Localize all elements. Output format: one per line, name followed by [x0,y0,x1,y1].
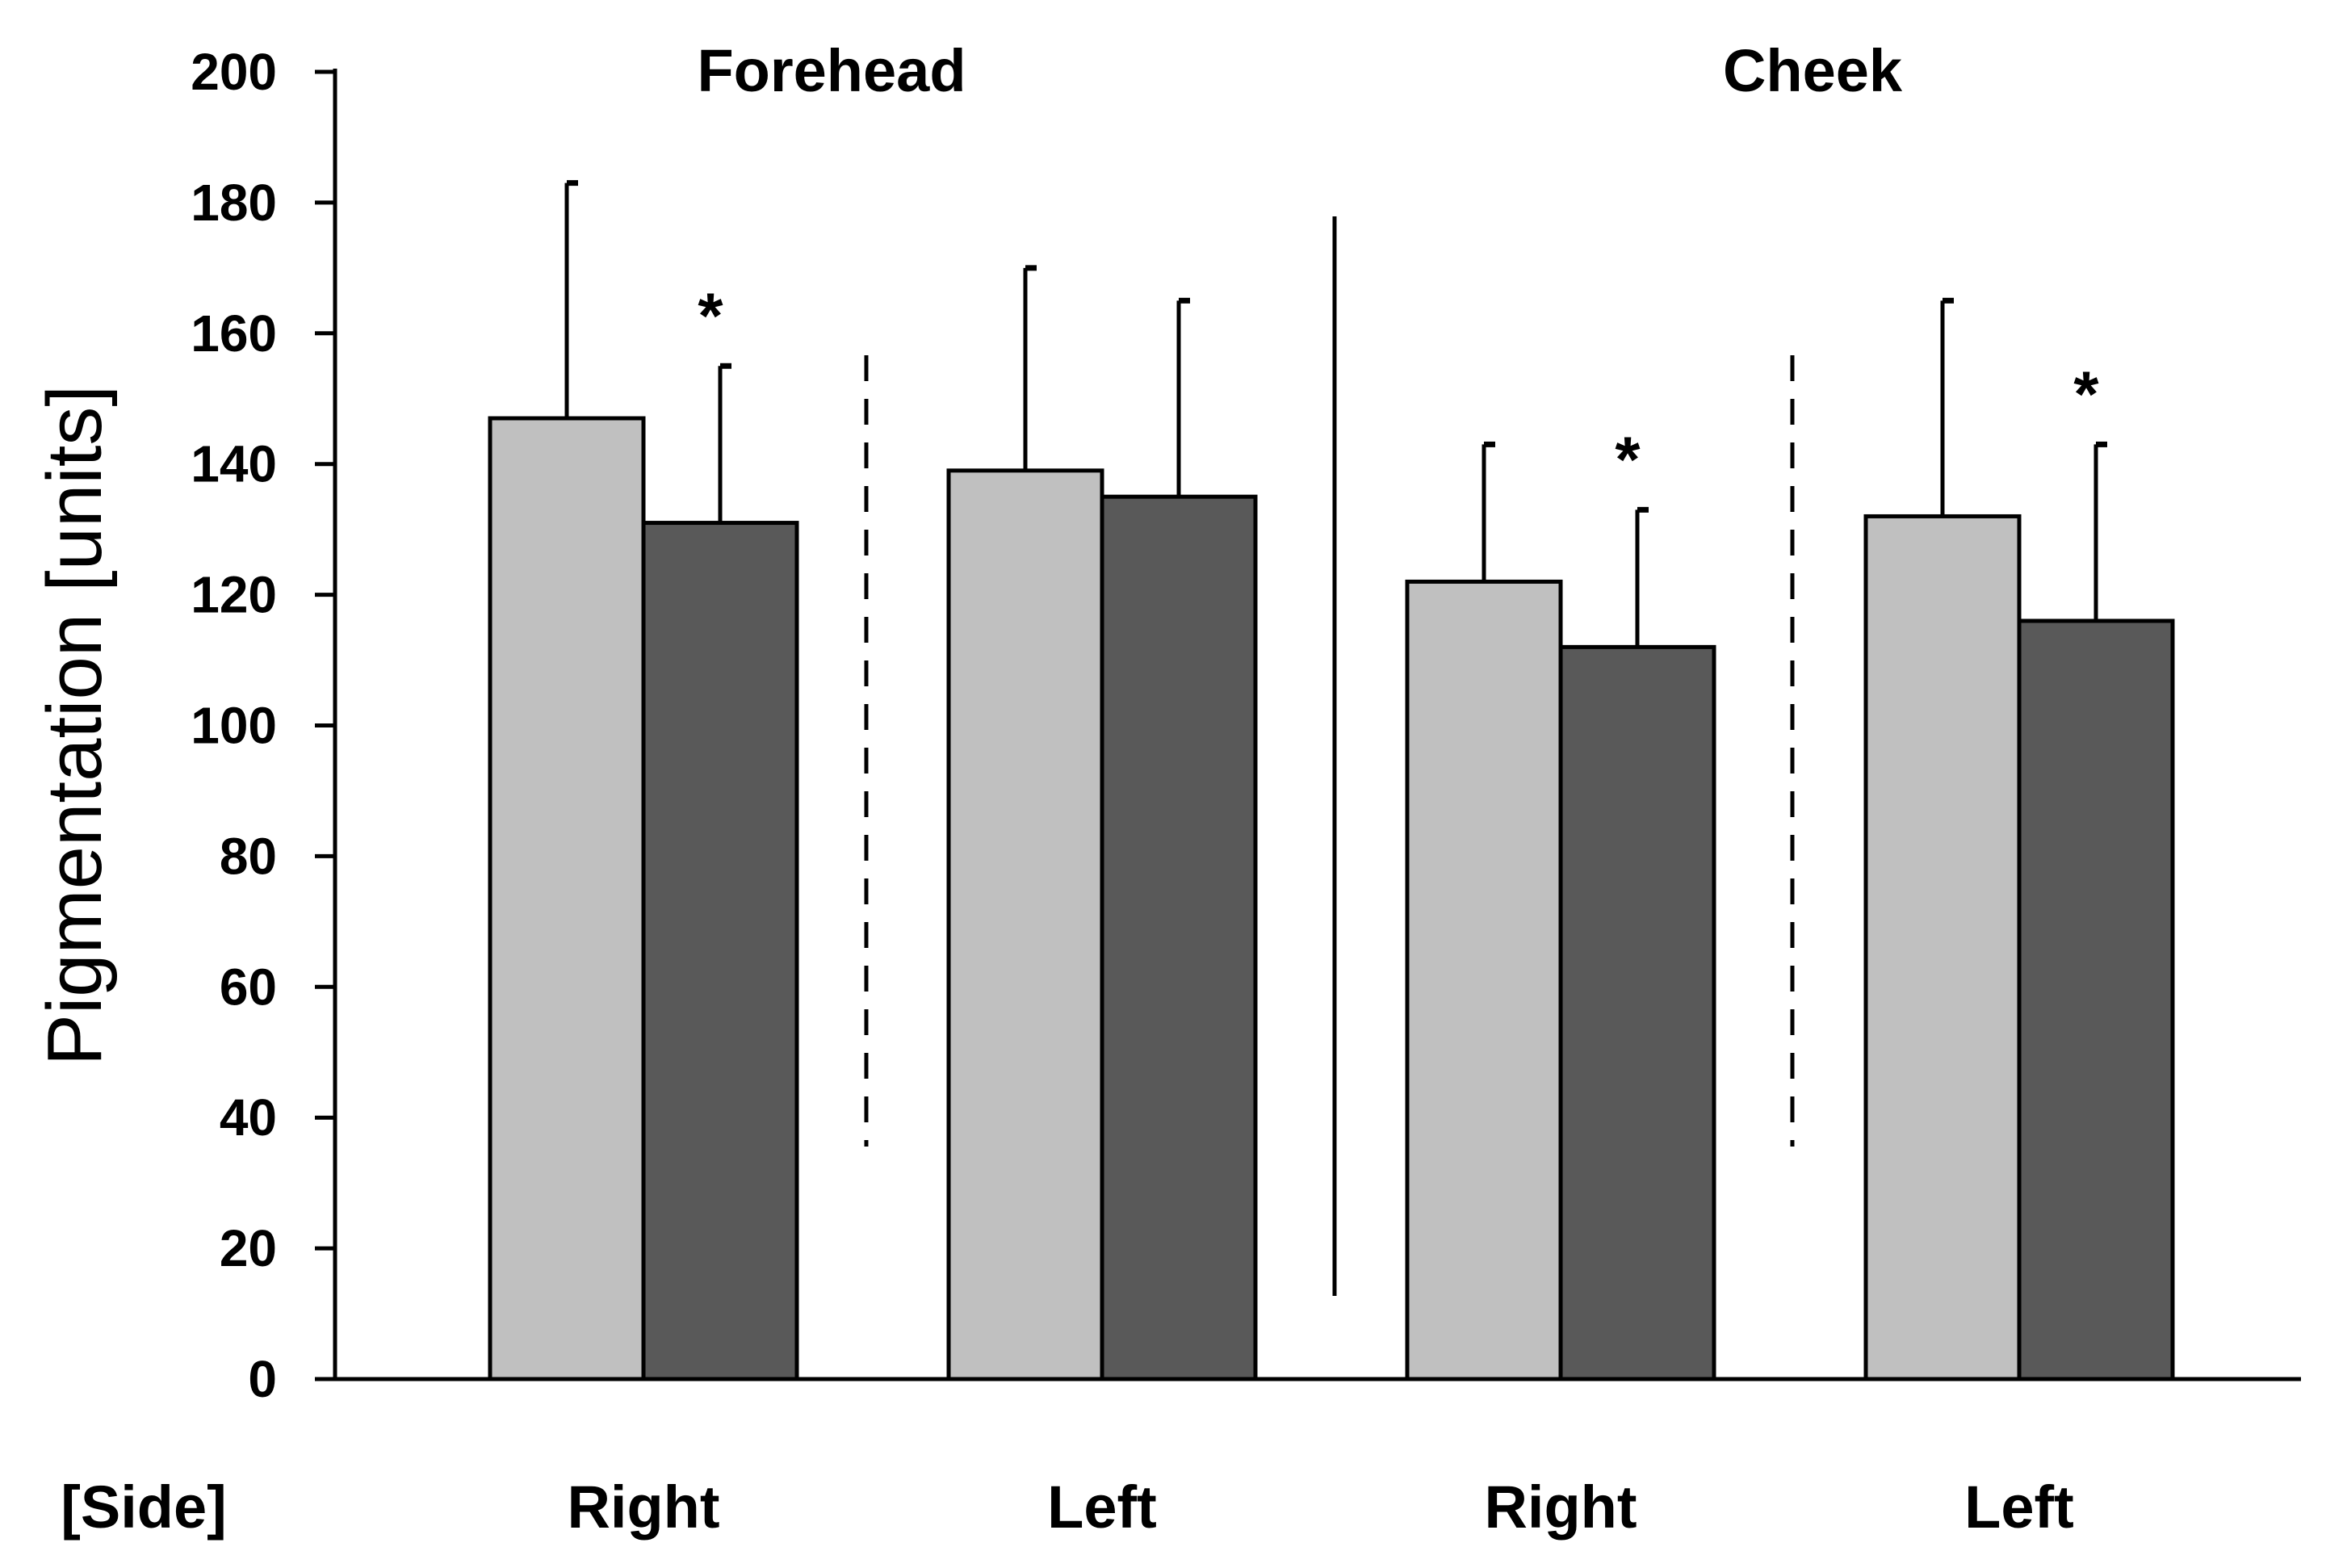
significance-star-2: * [1615,423,1641,495]
y-tick-label-200: 200 [191,43,277,101]
y-tick-label-80: 80 [220,827,277,885]
y-tick-label-180: 180 [191,174,277,232]
bar-series-1-1 [488,416,646,1381]
bar-series-2-2 [1100,494,1258,1381]
x-category-label-4: Left [1964,1474,2074,1541]
bar-series-1-4 [1863,514,2022,1381]
y-tick-label-40: 40 [220,1088,277,1147]
bar-series-2-4 [2017,618,2175,1381]
x-axis-prefix-label: [Side] [61,1474,227,1541]
x-category-label-2: Left [1047,1474,1157,1541]
y-tick-label-0: 0 [248,1350,277,1408]
x-category-label-1: Right [567,1474,719,1541]
significance-star-3: * [2073,358,2099,430]
bar-series-2-1 [641,521,799,1381]
y-tick-label-140: 140 [191,435,277,493]
group-title-2: Cheek [1723,37,1903,104]
y-axis-title: Pigmentation [units] [31,385,118,1066]
significance-star-1: * [698,279,723,351]
group-title-1: Forehead [697,37,966,104]
chart-error-bars [564,180,2107,648]
x-category-label-3: Right [1484,1474,1637,1541]
bar-series-1-2 [946,468,1104,1381]
y-tick-label-100: 100 [191,697,277,755]
y-tick-label-160: 160 [191,304,277,363]
bar-series-2-3 [1558,644,1716,1381]
y-tick-label-120: 120 [191,566,277,624]
chart-dividers [864,216,1795,1296]
y-tick-label-20: 20 [220,1219,277,1277]
chart-axes [315,69,2301,1381]
chart-bars [488,416,2175,1381]
bar-series-1-3 [1405,579,1563,1381]
chart-texts: Pigmentation [units] [Side] 0 20 40 60 80 100… [31,37,2099,1541]
y-tick-label-60: 60 [220,958,277,1016]
